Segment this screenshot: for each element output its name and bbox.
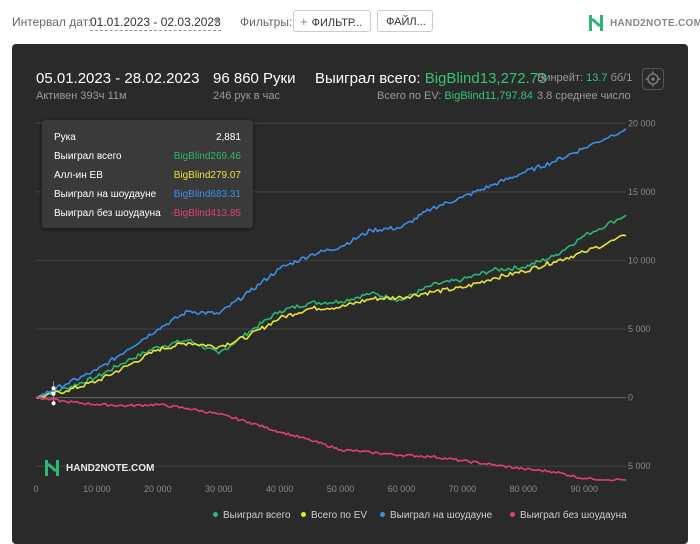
legend-dot xyxy=(213,511,218,517)
filter-button-label: ФИЛЬТР... xyxy=(311,17,363,29)
date-interval-select[interactable]: 01.01.2023 - 02.03.2023 xyxy=(90,15,221,31)
tooltip-value: -BigBlind413.85 xyxy=(170,208,241,219)
y-tick-label: 10 000 xyxy=(628,255,656,265)
legend-dot xyxy=(510,511,515,517)
brand-logo: HAND2NOTE.COM xyxy=(588,12,700,34)
winrate-unit: бб/1 xyxy=(607,72,633,84)
top-toolbar: Интервал дат: 01.01.2023 - 02.03.2023 ▼ … xyxy=(0,0,700,44)
legend-dot xyxy=(380,511,385,517)
logo-icon xyxy=(589,15,603,31)
series-line xyxy=(35,234,627,400)
hover-tooltip: Рука 2,881 Выиграл всего BigBlind269.46 Алл-… xyxy=(42,120,253,228)
y-tick-label: 15 000 xyxy=(628,187,656,197)
x-tick-label: 40 000 xyxy=(266,484,294,494)
hands-count: 96 860 Руки xyxy=(213,70,296,87)
active-time: Активен 393ч 11м xyxy=(36,90,127,102)
date-interval-label: Интервал дат: xyxy=(12,15,92,29)
series-line xyxy=(35,214,627,399)
x-tick-label: 90 000 xyxy=(570,484,598,494)
winrate: Винрейт: 13.7 бб/1 xyxy=(537,72,632,84)
filter-button[interactable]: + ФИЛЬТР... xyxy=(293,10,371,32)
watermark-logo-icon xyxy=(45,460,59,476)
tooltip-label: Выиграл на шоудауне xyxy=(54,189,157,200)
legend-label: Выиграл всего xyxy=(223,510,291,521)
plus-icon: + xyxy=(300,14,308,29)
total-won: Выиграл всего: BigBlind13,272.73 xyxy=(315,70,546,87)
hover-point xyxy=(51,386,56,391)
y-tick-label: 5 000 xyxy=(628,461,651,471)
x-tick-label: 60 000 xyxy=(388,484,416,494)
legend-item[interactable]: Выиграл всего xyxy=(213,510,291,521)
date-range: 05.01.2023 - 28.02.2023 xyxy=(36,70,200,87)
x-tick-label: 50 000 xyxy=(327,484,355,494)
series-line xyxy=(35,395,627,482)
y-tick-label: 20 000 xyxy=(628,118,656,128)
tooltip-value: BigBlind683.31 xyxy=(173,189,241,200)
profit-graph[interactable]: 20 000 15 000 10 000 5 000 0 5 000 0 10 000 20 0… xyxy=(12,44,688,544)
tooltip-row: Алл-ин EB BigBlind279.07 xyxy=(54,170,241,186)
total-won-label: Выиграл всего: xyxy=(315,70,425,87)
tooltip-label: Выиграл всего xyxy=(54,151,122,162)
file-button[interactable]: ФАЙЛ... xyxy=(377,10,433,32)
tooltip-label: Выиграл без шоудауна xyxy=(54,208,161,219)
y-tick-label: 0 xyxy=(628,393,633,403)
series-line xyxy=(35,128,627,399)
tooltip-value: 2,881 xyxy=(215,132,241,143)
tooltip-value: BigBlind269.46 xyxy=(173,151,241,162)
y-tick-label: 5 000 xyxy=(628,324,651,334)
total-won-value: BigBlind13,272.73 xyxy=(424,70,547,87)
settings-gear-icon[interactable] xyxy=(642,68,664,90)
gear-icon xyxy=(645,71,661,87)
hands-per-hour: 246 рук в час xyxy=(213,90,281,102)
x-tick-label: 20 000 xyxy=(144,484,172,494)
filters-label: Фильтры: xyxy=(240,15,293,29)
total-ev-value: BigBlind11,797.84 xyxy=(444,90,533,102)
legend-label: Выиграл без шоудауна xyxy=(520,510,627,521)
total-ev-label: Всего по EV: xyxy=(377,90,445,102)
x-tick-label: 30 000 xyxy=(205,484,233,494)
file-button-label: ФАЙЛ... xyxy=(386,16,426,28)
tooltip-row: Выиграл без шоудауна -BigBlind413.85 xyxy=(54,208,241,224)
tooltip-row: Рука 2,881 xyxy=(54,132,241,148)
legend-label: Выиграл на шоудауне xyxy=(390,510,493,521)
legend-item[interactable]: Выиграл без шоудауна xyxy=(510,510,627,521)
hover-point xyxy=(51,391,56,396)
x-tick-label: 0 xyxy=(33,484,38,494)
tooltip-label: Рука xyxy=(54,132,76,143)
tooltip-row: Выиграл всего BigBlind269.46 xyxy=(54,151,241,167)
winrate-label: Винрейт: xyxy=(537,72,587,84)
watermark-text: HAND2NOTE.COM xyxy=(66,462,155,474)
hover-point xyxy=(51,401,56,406)
legend-dot xyxy=(301,511,306,517)
chart-watermark: HAND2NOTE.COM xyxy=(44,459,154,477)
legend-item[interactable]: Выиграл на шоудауне xyxy=(380,510,492,521)
total-ev: Всего по EV: BigBlind11,797.84 xyxy=(377,90,533,102)
x-tick-label: 70 000 xyxy=(449,484,477,494)
x-tick-label: 10 000 xyxy=(83,484,111,494)
x-tick-label: 80 000 xyxy=(510,484,538,494)
legend-label: Всего по EV xyxy=(311,510,368,521)
tooltip-value: BigBlind279.07 xyxy=(173,170,241,181)
tooltip-row: Выиграл на шоудауне BigBlind683.31 xyxy=(54,189,241,205)
legend-item[interactable]: Всего по EV xyxy=(301,510,367,521)
winrate-value: 13.7 xyxy=(586,72,608,84)
chevron-down-icon[interactable]: ▼ xyxy=(212,16,221,26)
average-stat: 3.8 среднее число xyxy=(537,90,631,102)
tooltip-label: Алл-ин EB xyxy=(54,170,103,181)
logo-text: HAND2NOTE.COM xyxy=(610,17,700,29)
